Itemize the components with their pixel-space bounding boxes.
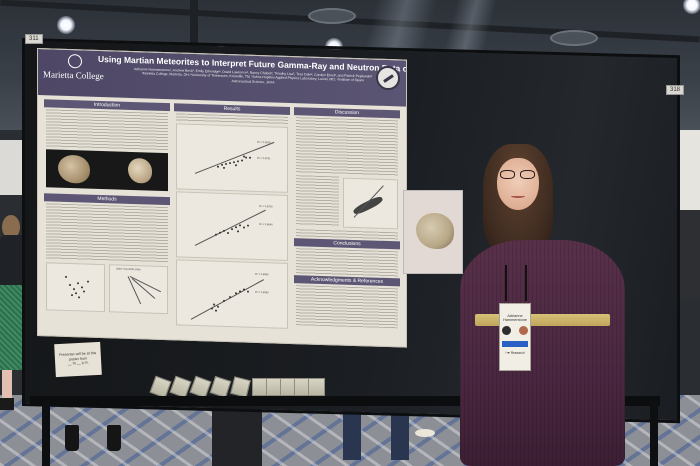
badge-sticker xyxy=(519,326,528,335)
discussion-scatter-plot xyxy=(343,177,398,230)
face xyxy=(497,158,539,210)
badge-ribbons xyxy=(502,326,528,335)
results-scatter-plot-1: R² = 0.9695 R² = 0.8791 xyxy=(176,123,288,193)
methods-text xyxy=(46,203,168,264)
references-text xyxy=(296,285,398,329)
conclusions-text xyxy=(296,248,398,278)
methods-figures: Other Chondrite Data xyxy=(44,260,170,316)
poster-column-middle: Results R² = 0.9695 R² = 0.8791 R² = 0.8… xyxy=(174,103,290,331)
college-seal-icon xyxy=(68,53,82,69)
r-squared-label: R² = 0.8580 xyxy=(255,290,269,295)
name-badge: Adrianne Hammerstone I ❤ Research xyxy=(499,303,531,371)
r-squared-label: R² = 0.8945 xyxy=(259,222,273,227)
results-scatter-plot-2: R² = 0.8790 R² = 0.8945 xyxy=(176,191,288,261)
board-base xyxy=(30,396,660,406)
poster-header: Marietta College Using Martian Meteorite… xyxy=(38,49,407,107)
presenter: Adrianne Hammerstone I ❤ Research xyxy=(455,140,630,466)
meteorite-sample xyxy=(128,157,152,184)
mission-patch-icon xyxy=(376,65,400,91)
bystander-dark-pants xyxy=(212,405,262,466)
college-logo-text: Marietta College xyxy=(43,69,104,82)
bystander-shoes xyxy=(415,425,450,440)
plot-legend: Other Chondrite Data xyxy=(116,267,141,272)
research-poster: Marietta College Using Martian Meteorite… xyxy=(37,48,407,348)
discussion-figure-row xyxy=(294,174,400,231)
badge-ribbon xyxy=(502,341,528,347)
poster-column-left: Introduction Methods Other Chondrite Dat… xyxy=(44,99,170,316)
note-time: __ to __ p.m. xyxy=(67,360,89,366)
meteorite-sample xyxy=(416,213,454,249)
ceiling-light xyxy=(57,16,75,34)
meteorite-photo xyxy=(46,149,168,192)
ceiling-vent xyxy=(550,30,598,46)
methods-scatter-plot xyxy=(46,262,105,313)
gold-belt xyxy=(475,314,610,326)
meteorite-sample xyxy=(58,154,90,184)
methods-ternary-plot: Other Chondrite Data xyxy=(109,264,168,315)
badge-sticker xyxy=(502,326,511,335)
ceiling-vent xyxy=(308,8,356,24)
ceiling-light xyxy=(683,0,700,14)
smile xyxy=(511,194,525,198)
glasses-icon xyxy=(500,170,538,180)
purple-dress xyxy=(460,240,625,466)
presenter-schedule-note: Presenter will be at this poster from __… xyxy=(54,341,102,378)
board-leg xyxy=(650,400,658,466)
introduction-text xyxy=(46,109,168,152)
ceiling-column xyxy=(190,0,198,60)
badge-footer: I ❤ Research xyxy=(505,351,525,355)
board-leg xyxy=(42,400,50,466)
results-scatter-plot-3: R² = 0.8865 R² = 0.8580 xyxy=(176,259,288,329)
booth-number-tag: 318 xyxy=(666,85,685,95)
bystander-jeans xyxy=(343,405,415,466)
r-squared-label: R² = 0.8865 xyxy=(255,272,269,277)
r-squared-label: R² = 0.8791 xyxy=(257,156,271,161)
lanyard xyxy=(525,265,527,301)
bystander-boots xyxy=(62,425,142,466)
lanyard xyxy=(505,265,507,301)
booth-number-tag: 311 xyxy=(25,34,43,44)
r-squared-label: R² = 0.9695 xyxy=(257,140,271,145)
discussion-text xyxy=(296,117,398,177)
poster-column-right: Discussion Conclusions Acknowledgments &… xyxy=(294,107,400,329)
handout-card[interactable] xyxy=(308,378,325,396)
r-squared-label: R² = 0.8790 xyxy=(259,204,273,209)
meteorite-print xyxy=(403,190,463,274)
discussion-text xyxy=(296,175,340,227)
badge-name: Adrianne Hammerstone xyxy=(503,314,527,322)
